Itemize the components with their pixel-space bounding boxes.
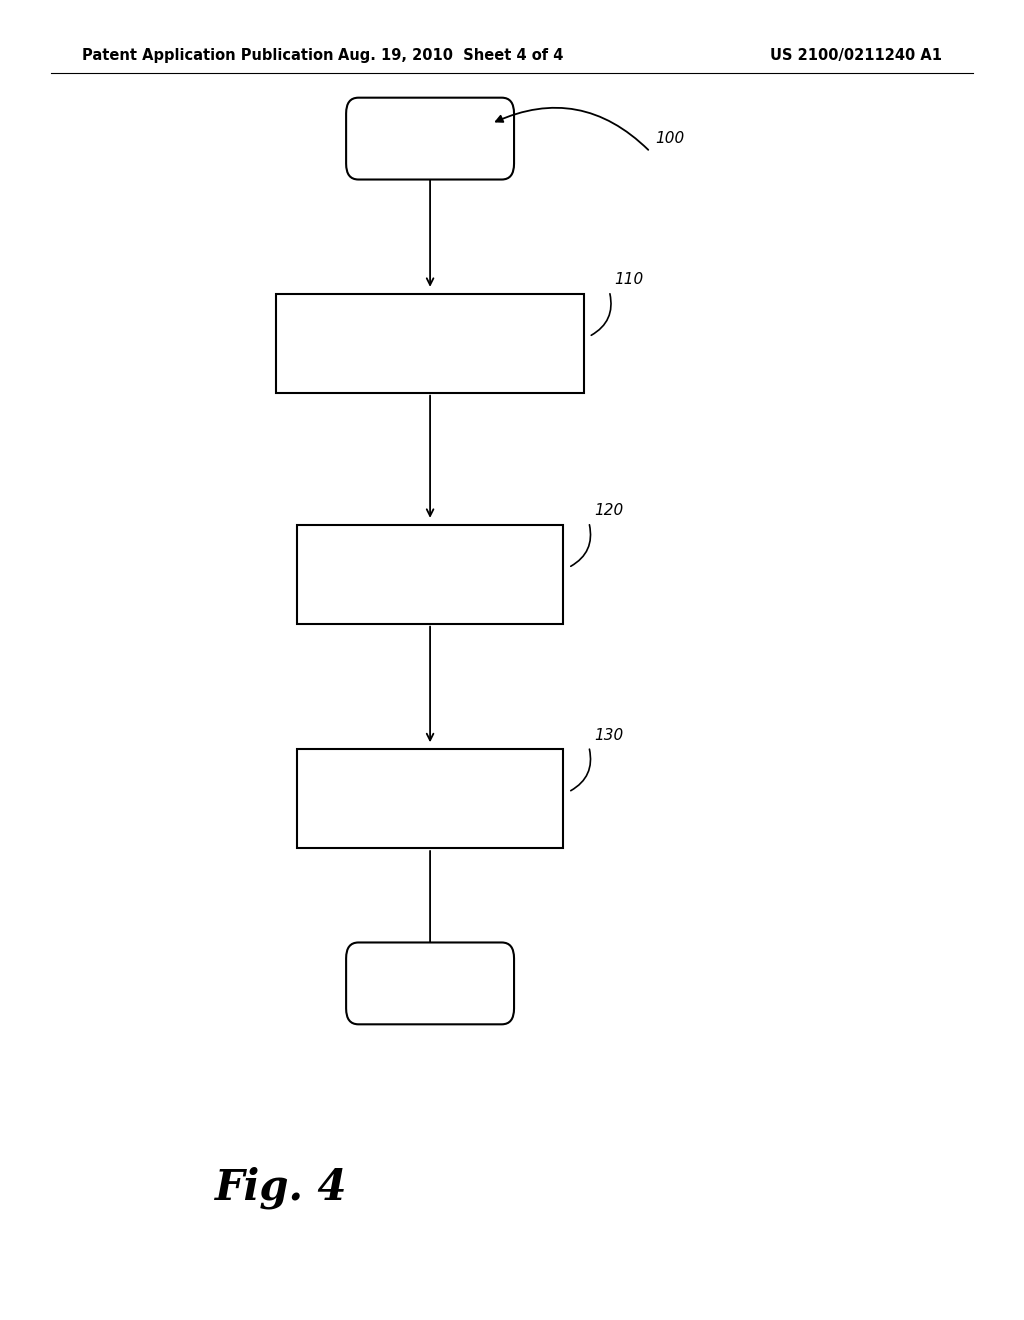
FancyBboxPatch shape <box>346 942 514 1024</box>
Text: US 2100/0211240 A1: US 2100/0211240 A1 <box>770 48 942 63</box>
Text: END: END <box>413 975 447 991</box>
Text: RECEIVE SENSED AND
NON-SENSED VEHICLE
OPERATING CONDITIONS: RECEIVE SENSED AND NON-SENSED VEHICLE OP… <box>325 314 536 374</box>
Text: START: START <box>403 131 457 147</box>
Text: 100: 100 <box>655 131 685 147</box>
FancyBboxPatch shape <box>297 748 563 847</box>
Text: 120: 120 <box>594 503 624 519</box>
Text: 130: 130 <box>594 727 624 742</box>
FancyArrowPatch shape <box>591 294 611 335</box>
Text: Aug. 19, 2010  Sheet 4 of 4: Aug. 19, 2010 Sheet 4 of 4 <box>338 48 563 63</box>
FancyBboxPatch shape <box>346 98 514 180</box>
Text: Fig. 4: Fig. 4 <box>215 1167 348 1209</box>
FancyArrowPatch shape <box>496 108 648 150</box>
Text: Patent Application Publication: Patent Application Publication <box>82 48 334 63</box>
Text: 110: 110 <box>614 272 644 288</box>
Text: DETERMINE
ADJUSTED IFE
VALUE: DETERMINE ADJUSTED IFE VALUE <box>371 544 489 605</box>
Text: TRANSMIT AND
DISPLAY ADJUSTED
IFE VALUE: TRANSMIT AND DISPLAY ADJUSTED IFE VALUE <box>348 768 512 829</box>
FancyArrowPatch shape <box>570 525 591 566</box>
FancyArrowPatch shape <box>570 750 591 791</box>
FancyBboxPatch shape <box>297 525 563 624</box>
FancyBboxPatch shape <box>276 294 584 393</box>
